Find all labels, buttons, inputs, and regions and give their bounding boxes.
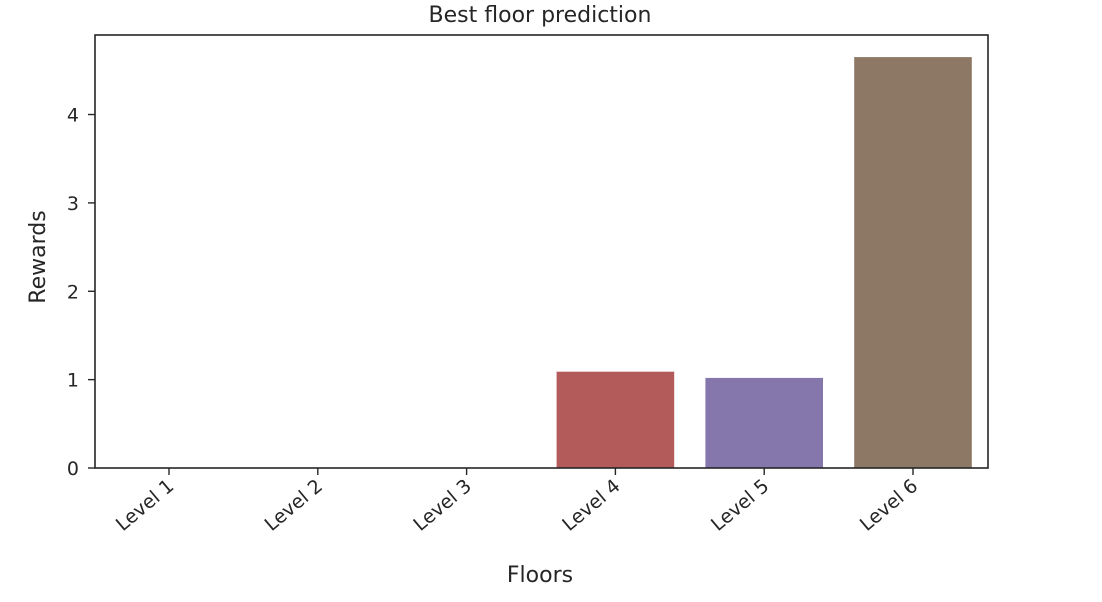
x-tick-label: Level 2 <box>261 475 327 536</box>
x-axis-ticks: Level 1 Level 2 Level 3 Level 4 Level 5 Level… <box>112 468 922 536</box>
y-axis-label: Rewards <box>26 210 51 303</box>
y-tick-label: 2 <box>67 281 79 303</box>
bar-level-6 <box>854 57 972 468</box>
y-tick-label: 3 <box>67 193 79 215</box>
bar-level-5 <box>705 377 823 468</box>
bar-level-4 <box>556 371 675 468</box>
y-tick-label: 1 <box>67 370 79 392</box>
chart-title: Best floor prediction <box>429 3 652 28</box>
y-tick-label: 0 <box>67 458 79 480</box>
x-tick-label: Level 6 <box>856 475 922 536</box>
x-tick-label: Level 4 <box>558 475 624 536</box>
x-tick-label: Level 5 <box>707 475 773 536</box>
x-tick-label: Level 3 <box>409 475 475 536</box>
x-axis-label: Floors <box>507 563 573 588</box>
bars-layer <box>556 57 972 468</box>
y-axis-ticks: 0 1 2 3 4 <box>67 105 95 480</box>
y-tick-label: 4 <box>67 105 79 127</box>
plot-frame <box>94 34 989 469</box>
x-tick-label: Level 1 <box>112 475 178 536</box>
